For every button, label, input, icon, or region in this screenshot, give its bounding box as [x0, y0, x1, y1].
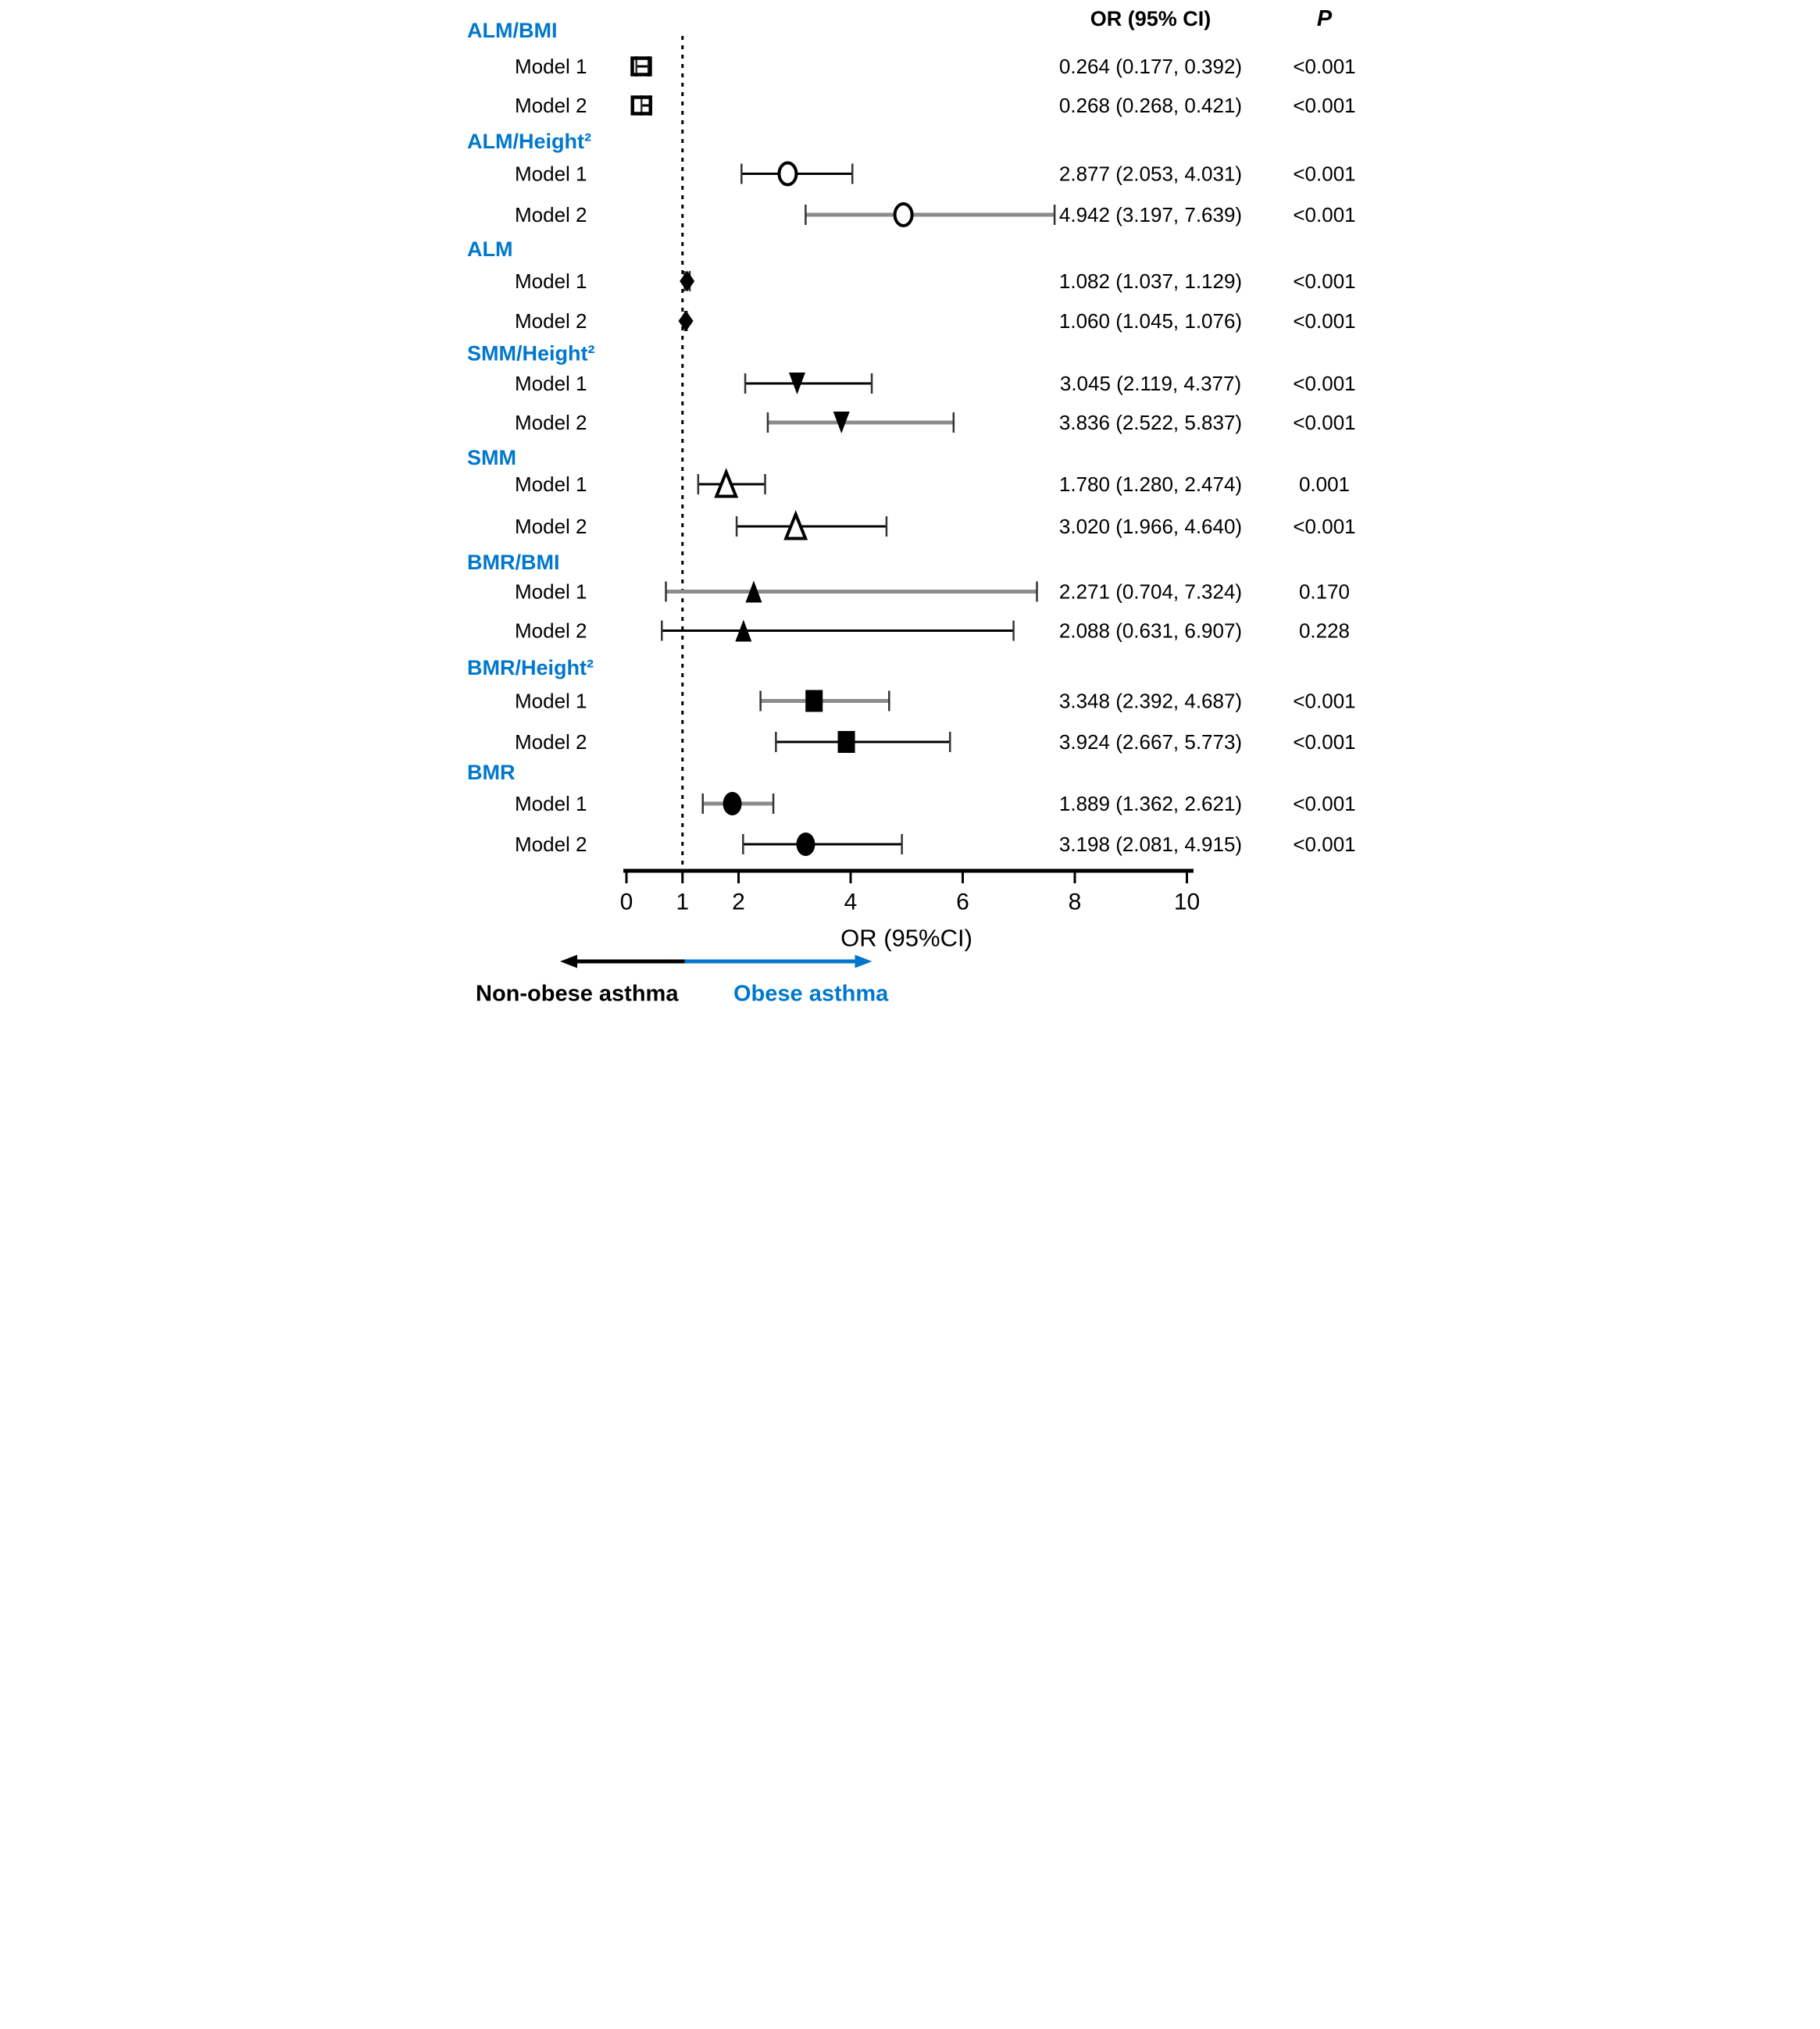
non-obese-asthma-label: Non-obese asthma [476, 982, 679, 1007]
marker-triangle-up-open [713, 468, 738, 498]
p-value: <0.001 [1293, 372, 1355, 395]
section-header: BMR/Height² [467, 656, 594, 679]
or-value: 3.198 (2.081, 4.915) [1058, 833, 1241, 856]
p-value: <0.001 [1293, 162, 1355, 186]
model-label: Model 1 [515, 792, 587, 815]
x-axis-tick-label: 8 [1068, 890, 1081, 915]
p-column-header: P [1316, 6, 1332, 31]
or-value: 3.924 (2.667, 5.773) [1058, 730, 1241, 754]
model-label: Model 2 [515, 309, 587, 333]
right-arrow-head [855, 954, 872, 968]
p-value: <0.001 [1293, 515, 1355, 538]
model-label: Model 2 [515, 730, 587, 754]
marker-circle-filled [795, 833, 815, 856]
x-axis-tick-label: 0 [619, 890, 633, 915]
section-header: BMR [467, 761, 516, 784]
p-value: <0.001 [1293, 203, 1355, 226]
p-value: <0.001 [1293, 309, 1355, 333]
model-label: Model 2 [515, 833, 587, 856]
or-value: 1.780 (1.280, 2.474) [1058, 472, 1241, 496]
marker-diamond-filled [679, 270, 694, 292]
marker-square-filled [837, 731, 855, 753]
marker-triangle-up-open [783, 510, 808, 540]
p-value: <0.001 [1293, 55, 1355, 78]
model-label: Model 1 [515, 580, 587, 604]
marker-triangle-up-filled [734, 619, 751, 642]
forest-plot-figure: OR (95% CI) P ALM/BMI Model 1 0.264 (0.177, … [455, 0, 1365, 1014]
model-label: Model 2 [515, 515, 587, 538]
marker-square-open [630, 56, 652, 77]
model-label: Model 2 [515, 94, 587, 117]
p-value: <0.001 [1293, 730, 1355, 754]
or-value: 1.060 (1.045, 1.076) [1058, 309, 1241, 333]
model-label: Model 1 [515, 55, 587, 78]
x-axis-tick-label: 6 [956, 890, 969, 915]
or-value: 2.088 (0.631, 6.907) [1058, 619, 1241, 643]
model-label: Model 2 [515, 203, 587, 226]
section-header: BMR/BMI [467, 551, 559, 574]
marker-square-open [630, 95, 652, 116]
p-value: <0.001 [1293, 411, 1355, 434]
section-header: SMM [467, 446, 516, 469]
x-axis-tick-label: 10 [1173, 890, 1199, 915]
or-value: 0.264 (0.177, 0.392) [1058, 55, 1241, 78]
x-axis-tick-label: 1 [676, 890, 689, 915]
p-value: <0.001 [1293, 269, 1355, 293]
or-value: 1.082 (1.037, 1.129) [1058, 269, 1241, 293]
marker-circle-open [893, 202, 914, 227]
section-header: ALM [467, 237, 512, 261]
marker-circle-open [776, 161, 798, 187]
x-axis-tick-label: 4 [844, 890, 857, 915]
marker-triangle-down-filled [833, 412, 850, 433]
model-label: Model 1 [515, 690, 587, 713]
x-axis-title: OR (95%CI) [840, 925, 972, 952]
p-value: <0.001 [1293, 690, 1355, 713]
obese-asthma-label: Obese asthma [733, 982, 889, 1007]
figure-background [455, 0, 1365, 1014]
model-label: Model 1 [515, 472, 587, 496]
left-arrow-head [559, 954, 577, 968]
model-label: Model 1 [515, 269, 587, 293]
p-value: <0.001 [1293, 792, 1355, 815]
section-header: ALM/Height² [467, 130, 591, 153]
x-axis-tick-label: 2 [732, 890, 745, 915]
model-label: Model 1 [515, 372, 587, 395]
p-value: 0.228 [1298, 619, 1349, 643]
or-value: 4.942 (3.197, 7.639) [1058, 203, 1241, 226]
marker-triangle-up-filled [744, 580, 762, 603]
model-label: Model 2 [515, 411, 587, 434]
p-value: 0.170 [1298, 580, 1349, 604]
marker-triangle-down-filled [788, 373, 805, 394]
or-value: 3.348 (2.392, 4.687) [1058, 690, 1241, 713]
model-label: Model 2 [515, 619, 587, 643]
p-value: <0.001 [1293, 94, 1355, 117]
marker-circle-filled [723, 792, 742, 815]
or-value: 2.271 (0.704, 7.324) [1058, 580, 1241, 604]
or-value: 1.889 (1.362, 2.621) [1058, 792, 1241, 815]
p-value: 0.001 [1298, 472, 1349, 496]
model-label: Model 1 [515, 162, 587, 186]
or-value: 2.877 (2.053, 4.031) [1058, 162, 1241, 186]
or-value: 3.836 (2.522, 5.837) [1058, 411, 1241, 434]
or-value: 3.045 (2.119, 4.377) [1059, 372, 1240, 395]
p-value: <0.001 [1293, 833, 1355, 856]
or-value: 3.020 (1.966, 4.640) [1058, 515, 1241, 538]
section-header: ALM/BMI [467, 19, 557, 42]
forest-plot: OR (95% CI) P ALM/BMI Model 1 0.264 (0.177, … [455, 0, 1365, 1014]
marker-square-filled [805, 690, 823, 712]
or-column-header: OR (95% CI) [1090, 7, 1211, 30]
marker-diamond-filled [678, 310, 694, 332]
section-header: SMM/Height² [467, 342, 594, 366]
or-value: 0.268 (0.268, 0.421) [1058, 94, 1241, 117]
